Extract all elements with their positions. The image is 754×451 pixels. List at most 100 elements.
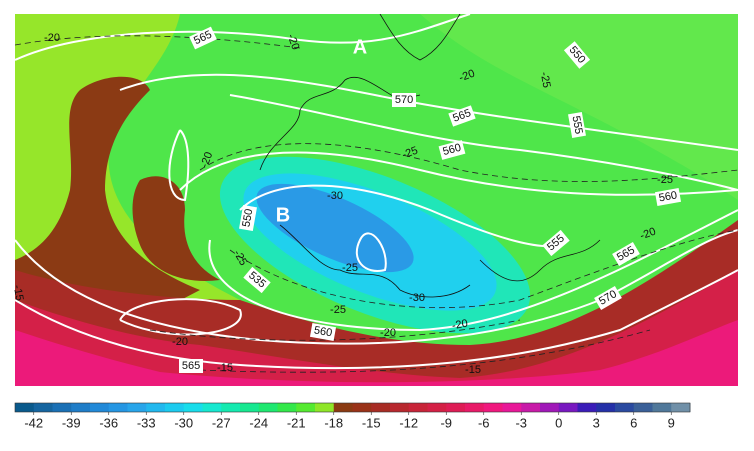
contour-label: 565	[189, 26, 217, 50]
contour-label-text: -25	[342, 262, 358, 274]
contour-label: -20	[457, 68, 476, 85]
label-box	[448, 105, 476, 127]
label-box	[542, 229, 570, 257]
contour-label: -15	[11, 284, 26, 302]
contour-label-text: 570	[395, 94, 413, 106]
contour-label-text: 565	[451, 107, 472, 125]
pressure-marker: B	[276, 204, 290, 226]
contour-label: -20	[44, 32, 60, 44]
contour-label-text: 560	[658, 189, 678, 204]
colorbar-tick-label: -3	[515, 415, 527, 430]
label-box	[179, 359, 203, 373]
colorbar-tick-label: -36	[99, 415, 118, 430]
colorbar-tick-label: -30	[174, 415, 193, 430]
contour-label-text: -25	[538, 71, 553, 89]
contour-label-text: -20	[638, 226, 657, 243]
contour-label-text: -15	[217, 362, 233, 374]
colorbar-tick-label: -15	[362, 415, 381, 430]
label-box	[612, 241, 640, 267]
label-box	[594, 285, 622, 311]
colorbar-segment	[633, 403, 653, 412]
contour-label: 560	[309, 323, 337, 341]
contour-label-text: -25	[400, 145, 419, 162]
field-region	[15, 220, 738, 386]
contour-label: 550	[239, 204, 257, 232]
colorbar-tick-label: -39	[62, 415, 81, 430]
contour-label: 565	[448, 105, 476, 127]
contour-label: -20	[199, 150, 216, 169]
field-region	[420, 14, 738, 200]
colorbar-tick-label: 6	[630, 415, 637, 430]
colorbar-segment	[127, 403, 147, 412]
contour-label: 570	[594, 285, 622, 311]
colorbar-segment	[446, 403, 466, 412]
field-region	[256, 183, 414, 273]
label-box	[243, 266, 271, 294]
contour-label-text: -15	[465, 364, 481, 376]
contour-label: 570	[392, 93, 416, 107]
contour-label-text: -20	[457, 68, 476, 85]
colorbar-segment	[652, 403, 672, 412]
colorbar-segment	[108, 403, 128, 412]
colorbar-segment	[371, 403, 391, 412]
colorbar-segment	[408, 403, 428, 412]
colorbar-segment	[502, 403, 522, 412]
colorbar-segment	[52, 403, 72, 412]
colorbar-segment	[333, 403, 353, 412]
colorbar-segment	[465, 403, 485, 412]
contour-label-text: -30	[327, 190, 343, 202]
contour-label-text: -15	[11, 284, 26, 302]
colorbar-segment	[33, 403, 53, 412]
colorbar-segment	[165, 403, 185, 412]
contour-label: -20	[172, 336, 188, 348]
label-box	[189, 26, 217, 50]
colorbar-segment	[558, 403, 578, 412]
pressure-marker: A	[353, 36, 367, 58]
contour-label-text: -20	[451, 318, 469, 333]
colorbar-tick-label: -33	[137, 415, 156, 430]
contour-label-text: 560	[313, 324, 333, 339]
colorbar-segment	[183, 403, 203, 412]
colorbar-segment	[540, 403, 560, 412]
colorbar-segment	[615, 403, 635, 412]
label-box	[309, 323, 337, 341]
colorbar-segment	[577, 403, 597, 412]
colorbar-tick-label: -42	[24, 415, 43, 430]
colorbar-tick-label: -6	[478, 415, 490, 430]
colorbar-tick-label: -21	[287, 415, 306, 430]
colorbar-segment	[90, 403, 110, 412]
colorbar-tick-label: -9	[440, 415, 452, 430]
colorbar-segment	[258, 403, 278, 412]
label-box	[568, 111, 586, 139]
map-field	[15, 14, 738, 386]
colorbar-segment	[221, 403, 241, 412]
label-box	[239, 204, 257, 232]
contour-label: -20	[285, 32, 302, 51]
contour-label: 560	[438, 140, 466, 160]
contour-label: -15	[217, 362, 233, 374]
field-region	[15, 320, 738, 386]
colorbar-segment	[15, 403, 35, 412]
contour-label: -25	[342, 262, 358, 274]
contour-label-text: -20	[285, 32, 302, 51]
temperature-contours	[15, 35, 738, 373]
colorbar-frame	[14, 402, 691, 413]
label-box	[438, 140, 466, 160]
colorbar-tick-label: 9	[668, 415, 675, 430]
colorbar-segment	[521, 403, 541, 412]
contour-label: -25	[400, 145, 419, 162]
colorbar-tick-label: -24	[249, 415, 268, 430]
contour-label: 560	[654, 188, 682, 206]
colorbar-segment	[427, 403, 447, 412]
colorbar-tick-label: -12	[399, 415, 418, 430]
contour-label: -20	[638, 226, 657, 243]
colorbar-segment	[671, 403, 691, 412]
contour-label-text: 560	[442, 142, 463, 158]
field-region	[132, 176, 220, 281]
colorbar-segment	[277, 403, 297, 412]
colorbar-segment	[483, 403, 503, 412]
colorbar-segment	[146, 403, 166, 412]
contour-label-text: -20	[199, 150, 216, 169]
colorbar-tick-label: -18	[324, 415, 343, 430]
